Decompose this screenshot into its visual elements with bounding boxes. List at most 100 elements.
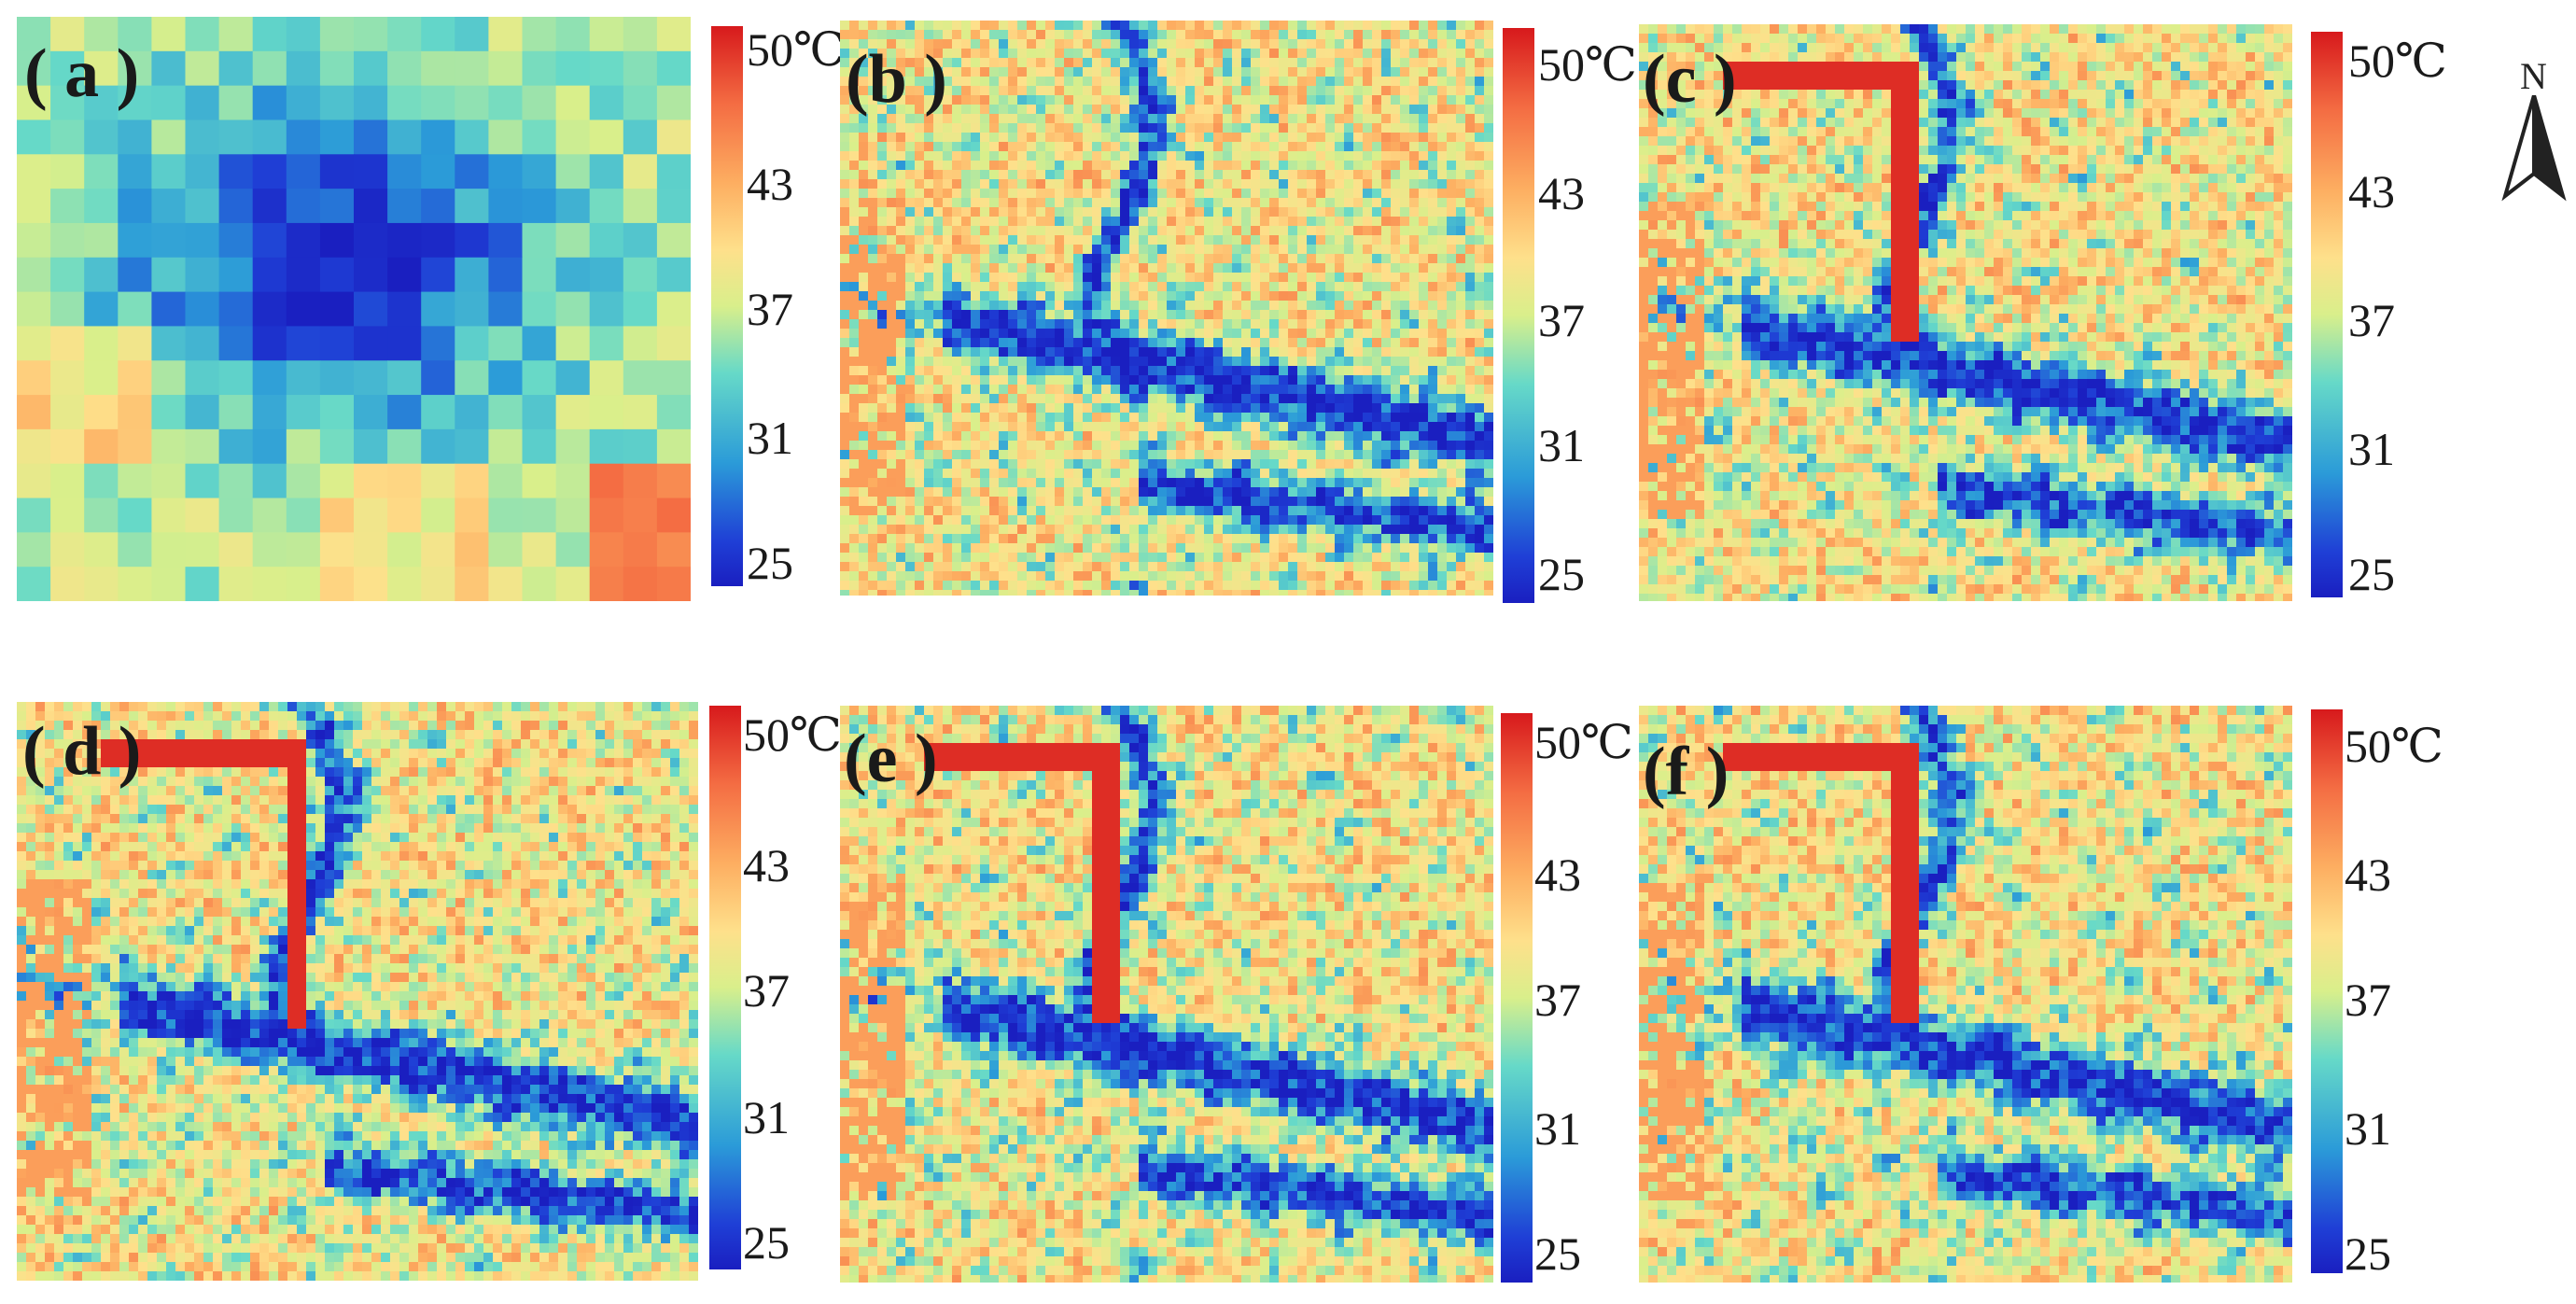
pixel	[1148, 329, 1157, 338]
pixel	[387, 326, 422, 361]
pixel	[1363, 394, 1372, 403]
pixel	[1036, 385, 1045, 394]
pixel	[1484, 422, 1493, 431]
pixel	[1400, 142, 1409, 151]
pixel	[896, 534, 905, 543]
pixel	[1055, 58, 1064, 67]
pixel	[354, 119, 388, 155]
pixel	[887, 217, 896, 226]
pixel	[1835, 24, 1844, 34]
pixel	[1723, 43, 1732, 52]
pixel	[1148, 301, 1157, 310]
pixel	[1167, 263, 1176, 273]
pixel	[1036, 366, 1045, 375]
pixel	[1288, 30, 1297, 39]
pixel	[1176, 562, 1185, 571]
pixel	[1297, 515, 1307, 525]
pixel	[840, 375, 849, 385]
pixel	[840, 506, 849, 515]
pixel	[1073, 170, 1083, 179]
pixel	[1475, 114, 1484, 123]
pixel	[2050, 52, 2059, 62]
pixel	[1307, 487, 1316, 497]
pixel	[455, 257, 489, 293]
pixel	[1344, 469, 1353, 478]
pixel	[924, 114, 933, 123]
pixel	[1148, 142, 1157, 151]
pixel	[1008, 133, 1017, 142]
pixel	[1017, 58, 1027, 67]
pixel	[1139, 198, 1148, 207]
pixel	[1428, 105, 1437, 114]
pixel	[1658, 52, 1667, 62]
pixel	[887, 543, 896, 553]
pixel	[218, 291, 254, 327]
pixel	[868, 469, 877, 478]
pixel	[887, 403, 896, 413]
pixel	[1223, 170, 1232, 179]
pixel	[1335, 123, 1344, 133]
pixel	[1157, 226, 1167, 235]
pixel	[980, 543, 989, 553]
pixel	[1363, 525, 1372, 534]
pixel	[1157, 21, 1167, 30]
pixel	[868, 310, 877, 319]
pixel	[1279, 77, 1288, 86]
pixel	[1353, 497, 1363, 506]
pixel	[1204, 282, 1213, 291]
pixel	[915, 282, 924, 291]
pixel	[1111, 441, 1120, 450]
pixel	[859, 77, 868, 86]
pixel	[999, 441, 1008, 450]
pixel	[1353, 487, 1363, 497]
pixel	[1353, 366, 1363, 375]
pixel	[1307, 189, 1316, 198]
pixel	[1241, 553, 1251, 562]
pixel	[252, 498, 287, 533]
pixel	[1372, 235, 1381, 245]
pixel	[1639, 24, 1648, 34]
pixel	[1073, 114, 1083, 123]
pixel	[1204, 179, 1213, 189]
pixel	[84, 532, 119, 568]
pixel	[868, 142, 877, 151]
pixel	[1195, 562, 1204, 571]
pixel	[1232, 534, 1241, 543]
pixel	[1307, 207, 1316, 217]
pixel	[1288, 179, 1297, 189]
pixel	[896, 469, 905, 478]
pixel	[1447, 301, 1456, 310]
pixel	[1223, 525, 1232, 534]
pixel	[1344, 245, 1353, 254]
pixel	[1120, 590, 1129, 596]
pixel	[1157, 301, 1167, 310]
pixel	[1017, 39, 1027, 49]
pixel	[1195, 459, 1204, 469]
pixel	[971, 21, 980, 30]
pixel	[1036, 133, 1045, 142]
pixel	[1195, 469, 1204, 478]
pixel	[980, 77, 989, 86]
pixel	[1344, 515, 1353, 525]
map-panel-a: ( a )	[17, 17, 691, 601]
pixel	[1129, 431, 1139, 441]
pixel	[1008, 105, 1017, 114]
pixel	[1064, 375, 1073, 385]
pixel	[1008, 506, 1017, 515]
pixel	[1316, 235, 1325, 245]
pixel	[2012, 52, 2022, 62]
pixel	[961, 254, 971, 263]
pixel	[2236, 52, 2246, 62]
pixel	[1027, 58, 1036, 67]
pixel	[1484, 590, 1493, 596]
pixel	[1288, 58, 1297, 67]
pixel	[999, 39, 1008, 49]
pixel	[1316, 170, 1325, 179]
pixel	[2134, 43, 2143, 52]
pixel	[185, 154, 220, 189]
pixel	[915, 179, 924, 189]
pixel	[859, 394, 868, 403]
pixel	[1064, 422, 1073, 431]
pixel	[1391, 123, 1400, 133]
pixel	[1064, 142, 1073, 151]
